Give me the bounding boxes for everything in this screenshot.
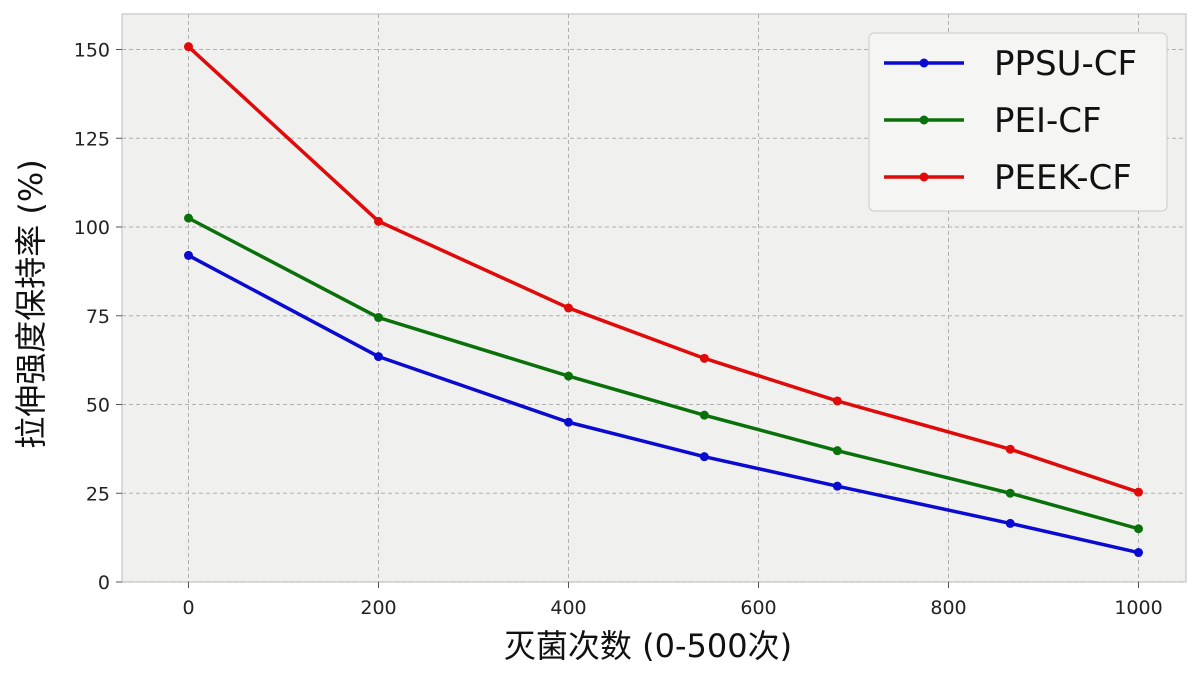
data-point-peek-cf [1005, 444, 1015, 454]
legend: PPSU-CF PEI-CF PEEK-CF [868, 32, 1168, 212]
legend-label-peek-cf: PEEK-CF [994, 158, 1132, 198]
data-point-pei-cf [832, 446, 842, 456]
legend-box [868, 32, 1168, 212]
data-point-peek-cf [832, 396, 842, 406]
data-point-pei-cf [1134, 524, 1143, 534]
y-axis-title: 拉伸强度保持率 (%) [12, 159, 50, 449]
data-point-ppsu-cf [374, 352, 383, 362]
x-tick-label: 800 [930, 597, 966, 619]
y-tick-label: 25 [86, 483, 110, 505]
x-tick-label: 600 [740, 597, 776, 619]
data-point-pei-cf [1005, 488, 1015, 498]
x-tick-label: 400 [550, 597, 586, 619]
data-point-ppsu-cf [832, 481, 842, 491]
axes: 0 200 400 600 800 1000 0 25 50 75 100 125 150 [74, 40, 1163, 620]
y-tick-label: 0 [98, 572, 110, 594]
data-point-pei-cf [184, 213, 193, 223]
y-tick-label: 50 [86, 395, 110, 417]
y-tick-label: 75 [86, 306, 110, 328]
data-point-ppsu-cf [1005, 518, 1015, 528]
data-point-peek-cf [699, 353, 709, 363]
data-point-ppsu-cf [184, 250, 193, 260]
y-tick-label: 125 [74, 128, 110, 150]
data-point-ppsu-cf [564, 417, 573, 427]
grid-lines [122, 14, 1186, 583]
data-point-ppsu-cf [699, 452, 709, 462]
y-tick-label: 150 [74, 40, 110, 62]
legend-label-ppsu-cf: PPSU-CF [994, 44, 1137, 84]
series-group [184, 42, 1143, 558]
legend-marker-pei-cf [919, 115, 929, 125]
x-tick-label: 200 [360, 597, 396, 619]
data-point-peek-cf [564, 303, 573, 313]
x-axis-title: 灭菌次数 (0-500次) [504, 627, 792, 665]
data-point-peek-cf [1134, 487, 1143, 497]
data-point-peek-cf [184, 42, 193, 52]
data-point-ppsu-cf [1134, 548, 1143, 558]
data-point-pei-cf [374, 313, 383, 323]
legend-label-pei-cf: PEI-CF [994, 101, 1102, 141]
data-point-pei-cf [699, 410, 709, 420]
x-tick-label: 1000 [1114, 597, 1162, 619]
data-point-peek-cf [374, 216, 383, 226]
x-tick-label: 0 [182, 597, 194, 619]
legend-marker-peek-cf [919, 172, 929, 182]
data-point-pei-cf [564, 371, 573, 381]
y-tick-label: 100 [74, 217, 110, 239]
legend-marker-ppsu-cf [919, 58, 929, 68]
